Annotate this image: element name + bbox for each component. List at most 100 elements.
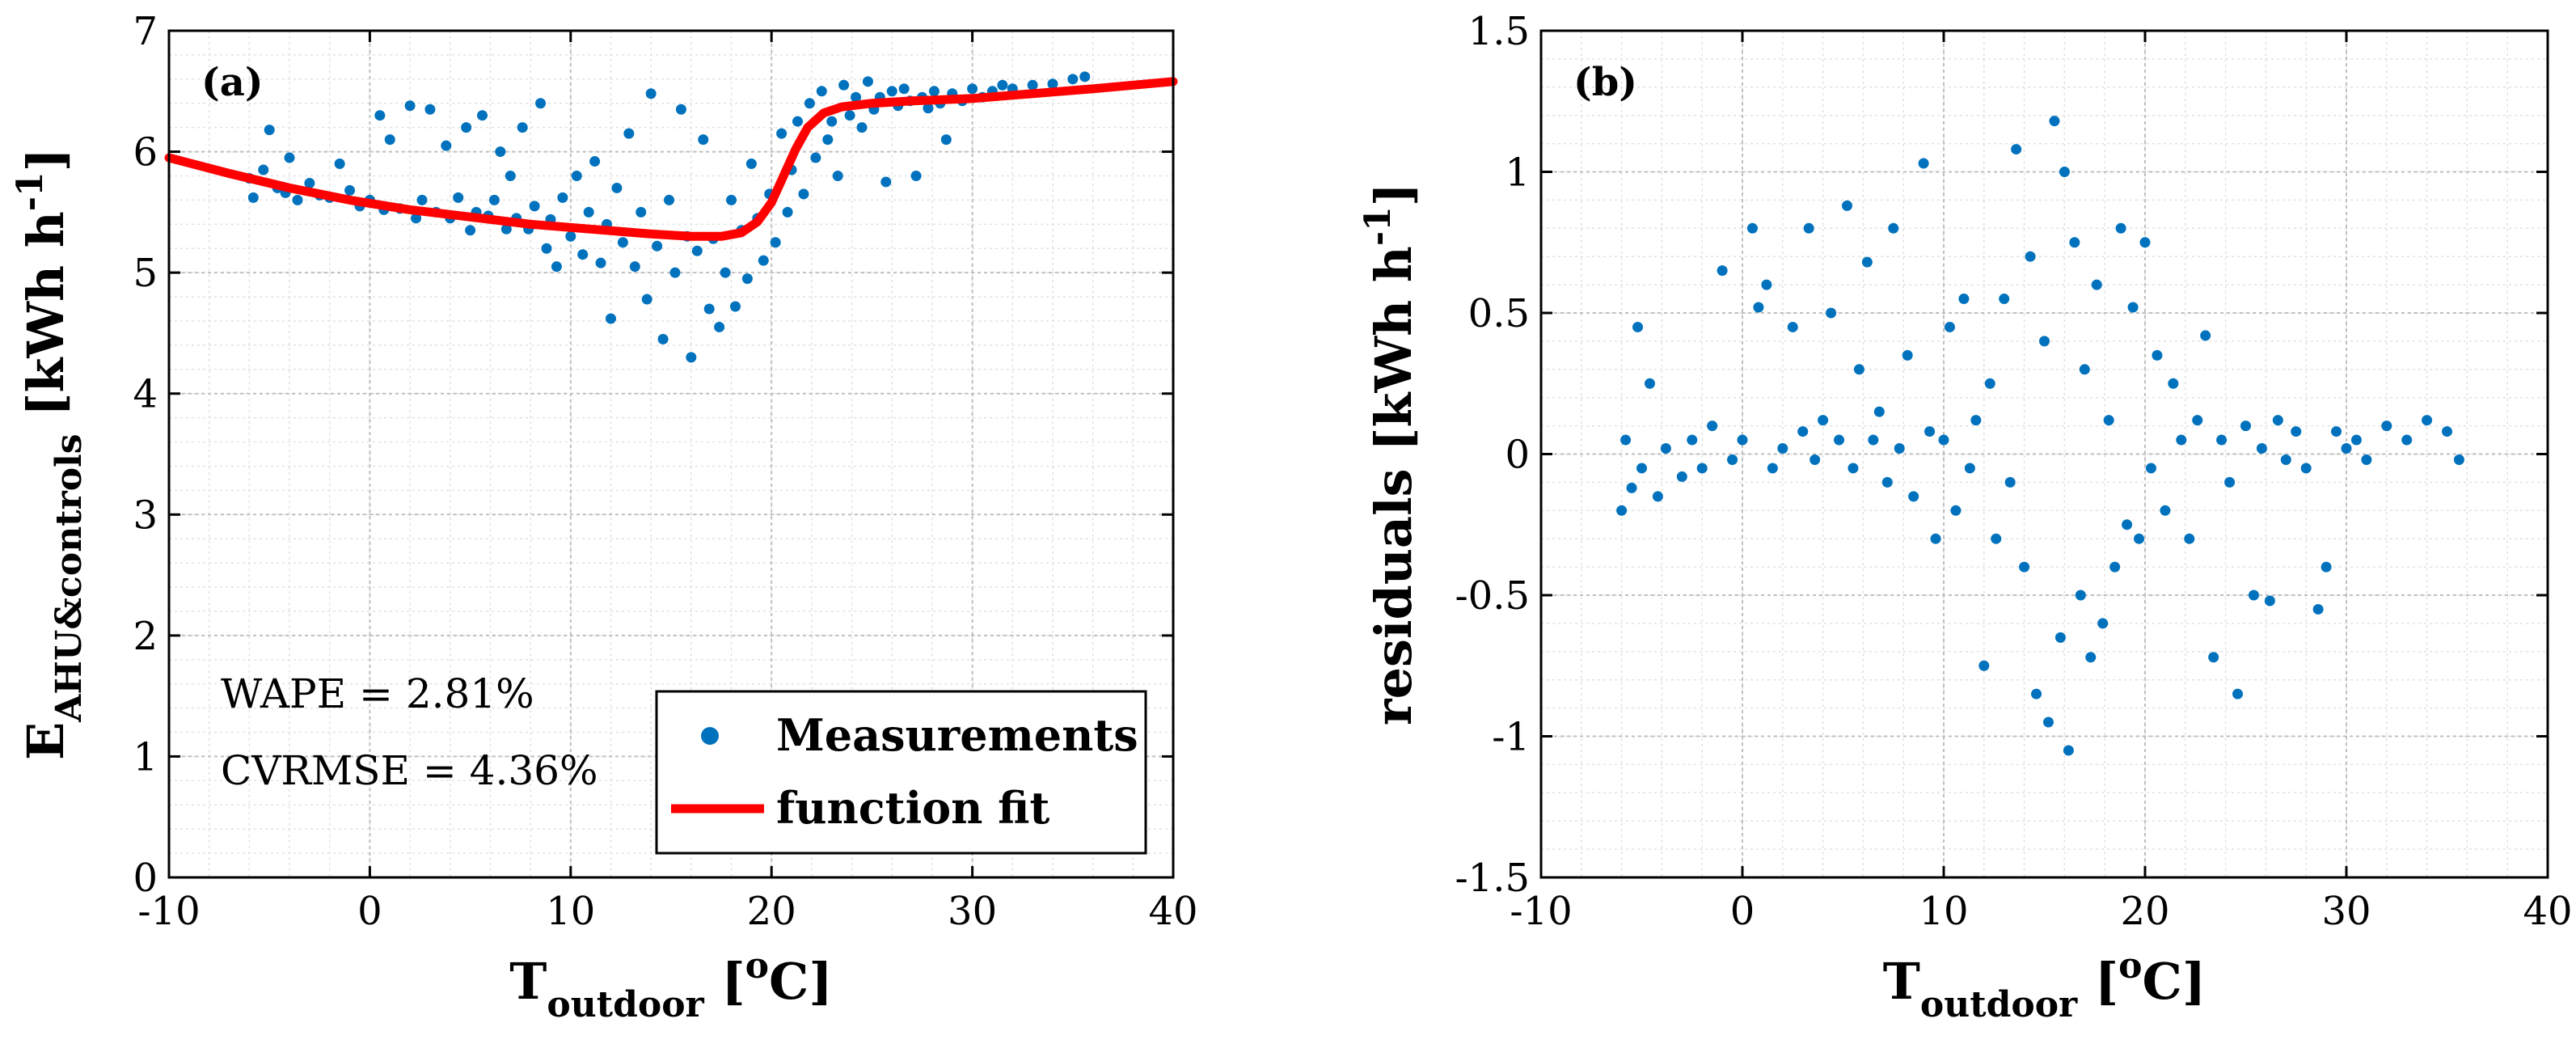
series-fit-line [164, 77, 1178, 241]
data-point [686, 352, 697, 363]
data-point [886, 86, 897, 97]
data-point [304, 177, 315, 188]
data-point [1797, 426, 1809, 437]
data-point [1991, 533, 2002, 544]
data-point [1868, 434, 1879, 446]
data-point [2168, 378, 2179, 389]
data-point [535, 98, 547, 109]
data-point [500, 223, 512, 235]
x-axis-label: Toutdoor [oC] [1883, 945, 2206, 1025]
data-point [374, 110, 386, 121]
data-point [1644, 378, 1655, 389]
data-point [344, 184, 356, 196]
data-point [2442, 426, 2452, 437]
data-point [1834, 434, 1845, 446]
data-point [664, 194, 675, 205]
data-point [1761, 279, 1772, 290]
data-point [595, 257, 606, 268]
data-point [1978, 660, 1990, 671]
stat-text: WAPE = 2.81% [221, 670, 534, 717]
y-tick-label: 4 [133, 372, 158, 417]
data-point [1777, 443, 1788, 454]
data-point [669, 267, 681, 278]
data-point [505, 170, 516, 181]
panel-label: (b) [1573, 60, 1637, 105]
data-point [2200, 330, 2211, 341]
data-point [495, 146, 506, 158]
y-tick-label: 0.5 [1468, 291, 1530, 336]
series-points [1616, 116, 2464, 756]
data-point [258, 164, 269, 175]
data-point [1918, 158, 1929, 169]
data-point [714, 321, 725, 332]
data-point [1938, 434, 1949, 446]
data-point [923, 103, 934, 114]
data-point [2291, 426, 2302, 437]
legend-dot-marker [701, 727, 719, 745]
data-point [2069, 237, 2080, 248]
y-tick-label: 3 [133, 492, 158, 538]
data-point [2152, 349, 2163, 361]
data-point [488, 194, 500, 205]
x-tick-label: -10 [137, 889, 200, 934]
data-point [2224, 476, 2236, 488]
data-point [1636, 463, 1647, 474]
x-tick-label: 10 [546, 889, 595, 934]
panel-b: -10 0 10 20 30 40 -1.5 -1 -0.5 0 0.5 1 1.5 (b) Toutdoo… [1358, 9, 2573, 1025]
data-point [1950, 505, 1962, 516]
data-point [1818, 415, 1829, 426]
data-point [928, 86, 940, 97]
fit-line [164, 77, 1178, 241]
data-point [2063, 745, 2074, 756]
legend-label: Measurements [776, 709, 1138, 761]
x-tick-label: -10 [1510, 889, 1572, 934]
data-point [880, 176, 892, 188]
data-point [465, 225, 476, 236]
data-point [571, 170, 582, 181]
data-point [441, 140, 452, 151]
data-point [1067, 74, 1079, 85]
data-point [2176, 434, 2187, 446]
x-tick-label: 20 [2120, 889, 2169, 934]
y-tick-label: 1 [1505, 150, 1530, 196]
data-point [1841, 200, 1852, 211]
data-point [1944, 321, 1955, 332]
data-point [698, 134, 709, 146]
data-point [384, 134, 395, 146]
data-point [822, 134, 834, 146]
data-point [2216, 434, 2228, 446]
data-point [652, 240, 663, 251]
legend-box [655, 690, 1147, 855]
x-axis-label: Toutdoor [oC] [509, 945, 832, 1025]
data-point [2134, 533, 2145, 544]
data-point [967, 83, 978, 95]
data-point [629, 261, 640, 273]
axes-box [167, 29, 1175, 879]
data-point [2300, 463, 2312, 474]
data-point [1970, 415, 1982, 426]
data-point [2401, 434, 2413, 446]
data-point [1958, 294, 1970, 305]
data-point [782, 206, 793, 218]
data-point [2085, 652, 2097, 663]
data-point [2103, 415, 2114, 426]
data-point [2139, 237, 2151, 248]
data-point [851, 91, 862, 103]
data-point [2184, 533, 2195, 544]
data-point [605, 313, 616, 324]
data-point [729, 301, 741, 312]
data-point [910, 170, 922, 181]
data-point [1888, 222, 1899, 234]
data-point [583, 206, 594, 218]
data-point [844, 110, 855, 121]
data-point [2256, 443, 2267, 454]
data-point [1737, 434, 1748, 446]
data-point [2122, 519, 2133, 530]
data-point [1687, 434, 1698, 446]
data-point [557, 192, 568, 203]
data-point [636, 206, 647, 218]
data-point [1930, 533, 1941, 544]
data-point [565, 230, 576, 242]
data-point [703, 303, 715, 315]
